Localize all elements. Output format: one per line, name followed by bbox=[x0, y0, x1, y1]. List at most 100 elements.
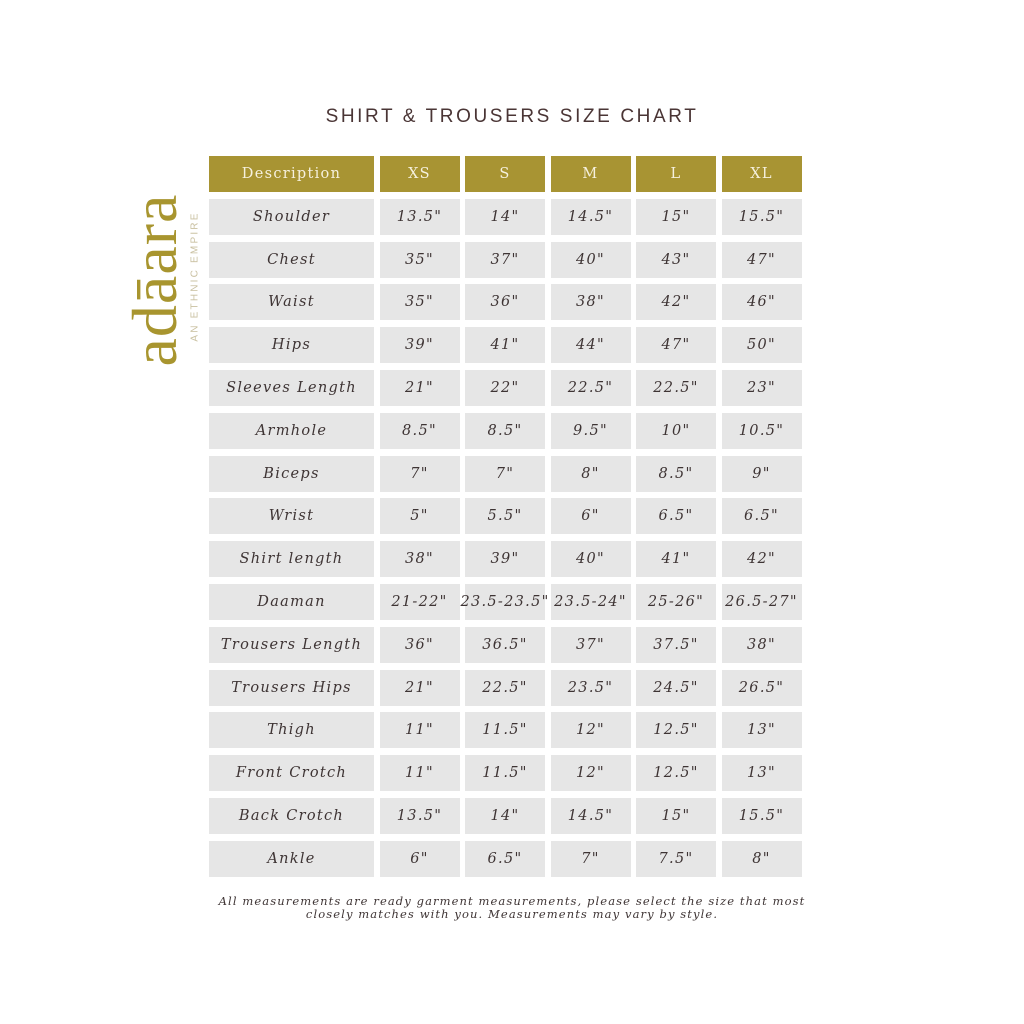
measurement-cell: 15" bbox=[636, 198, 716, 235]
measurement-cell: 44" bbox=[550, 327, 631, 364]
measurement-cell: 7" bbox=[379, 455, 460, 492]
measurement-cell: 7" bbox=[465, 455, 545, 492]
row-label: Shoulder bbox=[209, 198, 374, 235]
measurement-cell: 21-22" bbox=[379, 583, 460, 620]
measurement-cell: 8.5" bbox=[379, 412, 460, 449]
measurement-cell: 14" bbox=[465, 797, 545, 834]
measurement-cell: 41" bbox=[465, 327, 545, 364]
measurement-cell: 35" bbox=[379, 284, 460, 321]
measurement-cell: 6" bbox=[550, 498, 631, 535]
header-size: XS bbox=[379, 156, 460, 192]
measurement-cell: 9.5" bbox=[550, 412, 631, 449]
brand-logo: adāara bbox=[119, 180, 190, 380]
measurement-cell: 24.5" bbox=[636, 669, 716, 706]
measurement-cell: 14.5" bbox=[550, 797, 631, 834]
measurement-cell: 14.5" bbox=[550, 198, 631, 235]
measurement-cell: 36.5" bbox=[465, 626, 545, 663]
row-label: Chest bbox=[209, 241, 374, 278]
size-chart-table: Description XS S M L XL Shoulder 13.5" 14" 14.5" 1… bbox=[209, 156, 802, 877]
row-label: Daaman bbox=[209, 583, 374, 620]
row-label: Biceps bbox=[209, 455, 374, 492]
measurement-cell: 42" bbox=[636, 284, 716, 321]
measurement-cell: 23.5-23.5" bbox=[460, 583, 548, 620]
measurement-cell: 8" bbox=[550, 455, 631, 492]
measurement-cell: 6.5" bbox=[465, 840, 545, 877]
measurement-cell: 15.5" bbox=[721, 797, 802, 834]
row-label: Shirt length bbox=[209, 541, 374, 578]
measurement-cell: 7.5" bbox=[636, 840, 716, 877]
row-label: Hips bbox=[209, 327, 374, 364]
measurement-cell: 13" bbox=[721, 712, 802, 749]
header-size: M bbox=[550, 156, 631, 192]
brand-tagline: AN ETHNIC EMPIRE bbox=[189, 211, 201, 342]
header-description: Description bbox=[209, 156, 374, 192]
measurement-cell: 39" bbox=[465, 541, 545, 578]
measurement-cell: 36" bbox=[465, 284, 545, 321]
measurement-cell: 11.5" bbox=[465, 712, 545, 749]
measurement-cell: 26.5-27" bbox=[721, 583, 802, 620]
measurement-cell: 10" bbox=[636, 412, 716, 449]
measurement-cell: 8.5" bbox=[636, 455, 716, 492]
page-title: SHIRT & TROUSERS SIZE CHART bbox=[325, 106, 699, 127]
measurement-cell: 37.5" bbox=[636, 626, 716, 663]
measurement-cell: 23.5-24" bbox=[550, 583, 631, 620]
measurement-cell: 26.5" bbox=[721, 669, 802, 706]
measurement-cell: 46" bbox=[721, 284, 802, 321]
header-size: XL bbox=[721, 156, 802, 192]
measurement-cell: 40" bbox=[550, 241, 631, 278]
measurement-cell: 38" bbox=[550, 284, 631, 321]
measurement-cell: 15.5" bbox=[721, 198, 802, 235]
row-label: Armhole bbox=[209, 412, 374, 449]
header-size: L bbox=[636, 156, 716, 192]
measurement-cell: 13.5" bbox=[379, 797, 460, 834]
measurement-cell: 6.5" bbox=[721, 498, 802, 535]
measurement-cell: 12.5" bbox=[636, 712, 716, 749]
measurement-cell: 35" bbox=[379, 241, 460, 278]
measurement-cell: 5.5" bbox=[465, 498, 545, 535]
measurement-cell: 13.5" bbox=[379, 198, 460, 235]
row-label: Wrist bbox=[209, 498, 374, 535]
row-label: Trousers Hips bbox=[209, 669, 374, 706]
measurement-cell: 6" bbox=[379, 840, 460, 877]
measurement-cell: 12" bbox=[550, 712, 631, 749]
row-label: Sleeves Length bbox=[209, 369, 374, 406]
row-label: Waist bbox=[209, 284, 374, 321]
measurement-cell: 11.5" bbox=[465, 755, 545, 792]
measurement-cell: 23" bbox=[721, 369, 802, 406]
measurement-cell: 37" bbox=[465, 241, 545, 278]
measurement-cell: 38" bbox=[721, 626, 802, 663]
measurement-cell: 43" bbox=[636, 241, 716, 278]
measurement-cell: 8" bbox=[721, 840, 802, 877]
measurement-cell: 39" bbox=[379, 327, 460, 364]
measurement-cell: 6.5" bbox=[636, 498, 716, 535]
row-label: Thigh bbox=[209, 712, 374, 749]
measurement-cell: 13" bbox=[721, 755, 802, 792]
header-size: S bbox=[465, 156, 545, 192]
row-label: Trousers Length bbox=[209, 626, 374, 663]
measurement-cell: 21" bbox=[379, 669, 460, 706]
measurement-cell: 25-26" bbox=[636, 583, 716, 620]
row-label: Front Crotch bbox=[209, 755, 374, 792]
measurement-cell: 21" bbox=[379, 369, 460, 406]
measurement-cell: 42" bbox=[721, 541, 802, 578]
measurement-cell: 22.5" bbox=[636, 369, 716, 406]
measurement-cell: 47" bbox=[721, 241, 802, 278]
measurement-cell: 12" bbox=[550, 755, 631, 792]
measurement-cell: 10.5" bbox=[721, 412, 802, 449]
measurement-cell: 23.5" bbox=[550, 669, 631, 706]
row-label: Ankle bbox=[209, 840, 374, 877]
measurement-cell: 47" bbox=[636, 327, 716, 364]
measurement-cell: 22.5" bbox=[550, 369, 631, 406]
measurement-note: All measurements are ready garment measu… bbox=[218, 894, 806, 921]
measurement-cell: 36" bbox=[379, 626, 460, 663]
measurement-cell: 22.5" bbox=[465, 669, 545, 706]
measurement-cell: 14" bbox=[465, 198, 545, 235]
measurement-cell: 41" bbox=[636, 541, 716, 578]
measurement-cell: 37" bbox=[550, 626, 631, 663]
measurement-cell: 11" bbox=[379, 755, 460, 792]
measurement-cell: 38" bbox=[379, 541, 460, 578]
measurement-cell: 22" bbox=[465, 369, 545, 406]
measurement-cell: 40" bbox=[550, 541, 631, 578]
measurement-cell: 50" bbox=[721, 327, 802, 364]
measurement-cell: 8.5" bbox=[465, 412, 545, 449]
